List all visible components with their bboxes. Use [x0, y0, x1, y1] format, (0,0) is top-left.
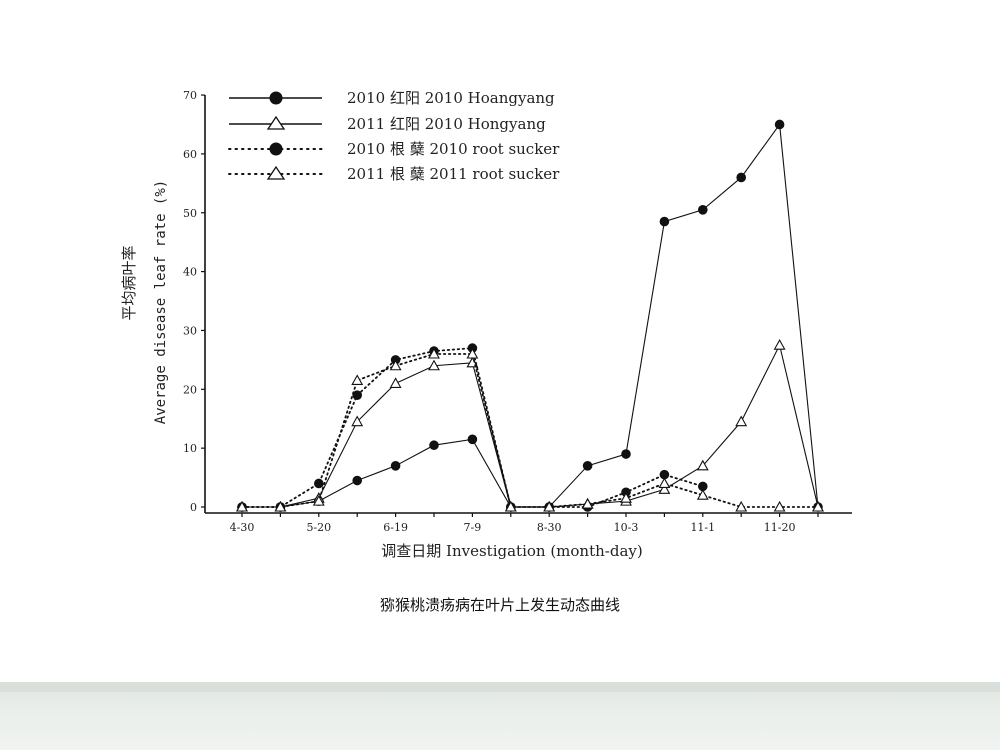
data-point-series-4	[351, 374, 364, 386]
data-point-series-4	[581, 497, 594, 509]
series-line-3	[241, 347, 704, 508]
data-point-series-4	[696, 489, 709, 500]
y-tick-label: 40	[183, 266, 197, 279]
data-point-series-4	[466, 347, 479, 359]
data-point-series-4	[620, 492, 632, 503]
legend-marker-1	[269, 91, 283, 105]
y-tick-label: 20	[183, 383, 197, 396]
data-point-series-4	[543, 500, 556, 512]
data-point-series-2	[658, 483, 671, 494]
y-tick-label: 60	[183, 148, 197, 161]
data-point-series-4	[274, 500, 287, 512]
legend-marker-3	[269, 142, 283, 156]
x-tick-label: 4-30	[230, 521, 255, 534]
data-point-series-1	[736, 172, 747, 183]
x-tick-label: 5-20	[306, 521, 331, 534]
data-point-series-2	[389, 377, 402, 388]
data-point-series-1	[582, 461, 593, 471]
x-tick-label: 7-9	[464, 521, 482, 534]
y-tick-label: 50	[183, 207, 197, 220]
data-point-series-3	[352, 390, 363, 400]
data-point-series-1	[390, 461, 401, 471]
legend-label-2: 2011 红阳 2010 Hongyang	[347, 115, 546, 133]
data-point-series-1	[429, 440, 439, 451]
data-point-series-2	[735, 415, 748, 427]
data-point-series-2	[696, 459, 709, 471]
series-line-2	[242, 343, 819, 508]
data-point-series-1	[774, 119, 785, 130]
data-point-series-4	[312, 494, 325, 506]
y-axis-title-cn: 平均病叶率	[120, 245, 138, 320]
legend-marker-4	[266, 165, 286, 180]
series-line-4	[241, 353, 819, 508]
x-axis-title: 调查日期 Investigation (month-day)	[381, 542, 642, 560]
data-point-series-2	[351, 415, 364, 427]
data-point-series-1	[698, 205, 708, 215]
data-point-series-4	[812, 500, 824, 512]
x-tick-label: 6-19	[383, 521, 408, 534]
x-tick-label: 8-30	[537, 521, 562, 534]
footer-band	[0, 682, 1000, 750]
data-point-series-4	[735, 500, 748, 512]
legend-label-3: 2010 根 蘖 2010 root sucker	[347, 140, 560, 158]
y-tick-label: 0	[190, 501, 197, 514]
legend-label-1: 2010 红阳 2010 Hoangyang	[347, 89, 555, 107]
data-point-series-2	[428, 359, 440, 371]
y-axis-title-en: Average disease leaf rate (%)	[153, 180, 169, 424]
data-point-series-4	[658, 477, 671, 489]
y-tick-label: 70	[183, 89, 197, 102]
figure-caption: 猕猴桃溃疡病在叶片上发生动态曲线	[379, 596, 620, 614]
x-tick-label: 11-1	[690, 521, 715, 534]
data-point-series-4	[773, 500, 786, 512]
data-point-series-1	[352, 475, 363, 486]
y-tick-label: 10	[183, 442, 197, 455]
y-tick-label: 30	[183, 324, 197, 337]
data-point-series-3	[314, 478, 324, 489]
data-point-series-4	[389, 359, 402, 371]
footer-strip	[0, 682, 1000, 692]
x-tick-label: 10-3	[614, 521, 639, 534]
data-point-series-4	[236, 500, 248, 512]
data-point-series-4	[504, 500, 517, 512]
data-point-series-1	[467, 434, 478, 445]
x-tick-label: 11-20	[764, 521, 796, 534]
legend-label-4: 2011 根 蘖 2011 root sucker	[347, 165, 560, 183]
disease-rate-chart: 0 10 20 30 40 50 60 70 4-30 5-20 6-19 7-9 8-30 10-3 11…	[120, 89, 852, 560]
data-point-series-4	[428, 347, 440, 359]
data-point-series-1	[621, 449, 631, 459]
data-point-series-1	[659, 216, 670, 227]
legend-marker-2	[266, 115, 286, 130]
data-point-series-2	[773, 339, 786, 350]
